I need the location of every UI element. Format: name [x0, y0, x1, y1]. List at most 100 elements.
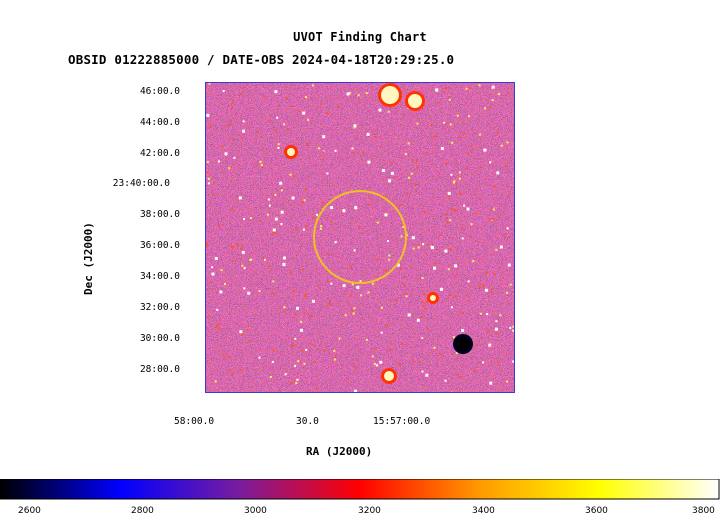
star-dot: [373, 348, 376, 351]
star-dot: [376, 364, 378, 367]
star-dot: [421, 370, 424, 373]
star-dot: [269, 376, 272, 378]
star-dot: [403, 283, 406, 286]
sky-image: [205, 82, 517, 394]
star-dot: [379, 360, 383, 364]
star-dot: [350, 309, 353, 312]
star-dot: [365, 92, 368, 95]
star-dot: [206, 161, 209, 164]
star-dot: [321, 158, 324, 161]
bright-source: [456, 337, 470, 351]
star-dot: [209, 124, 212, 127]
star-dot: [249, 217, 252, 219]
bright-source: [381, 86, 399, 104]
star-dot: [498, 93, 500, 96]
star-dot: [326, 172, 329, 175]
star-dot: [486, 330, 489, 333]
star-dot: [240, 137, 243, 140]
star-dot: [352, 151, 355, 154]
star-dot: [412, 360, 415, 363]
star-dot: [494, 327, 498, 331]
star-dot: [232, 99, 234, 102]
star-dot: [272, 231, 275, 234]
star-dot: [320, 103, 323, 105]
star-dot: [319, 287, 321, 290]
star-dot: [274, 193, 277, 196]
star-dot: [274, 232, 277, 235]
star-dot: [222, 90, 225, 92]
star-dot: [233, 156, 236, 159]
star-dot: [303, 312, 306, 315]
star-dot: [301, 349, 303, 352]
star-dot: [296, 378, 299, 381]
star-dot: [390, 162, 393, 165]
star-dot: [512, 329, 515, 332]
star-dot: [274, 217, 278, 221]
star-dot: [416, 318, 420, 322]
star-dot: [330, 282, 333, 285]
star-dot: [390, 171, 394, 175]
star-dot: [351, 283, 354, 286]
star-dot: [451, 141, 454, 144]
star-dot: [330, 220, 333, 223]
star-dot: [456, 114, 459, 117]
star-dot: [472, 260, 475, 262]
star-dot: [506, 291, 509, 294]
star-dot: [216, 323, 219, 326]
star-dot: [496, 131, 499, 134]
star-dot: [492, 208, 495, 211]
star-field: [205, 82, 517, 394]
star-dot: [483, 148, 487, 152]
star-dot: [258, 356, 261, 359]
star-dot: [445, 213, 448, 216]
star-dot: [224, 152, 228, 156]
star-dot: [454, 276, 457, 279]
star-dot: [276, 116, 279, 119]
star-dot: [296, 306, 299, 310]
star-dot: [410, 172, 413, 175]
star-dot: [496, 171, 500, 175]
colorbar-tick-label: 3800: [692, 506, 715, 516]
star-dot: [349, 294, 352, 297]
star-dot: [260, 163, 263, 166]
star-dot: [444, 379, 447, 382]
star-dot: [427, 329, 430, 332]
bright-source: [430, 295, 436, 301]
star-dot: [473, 370, 476, 372]
star-dot: [450, 208, 453, 211]
star-dot: [452, 336, 455, 339]
star-dot: [305, 96, 308, 99]
star-dot: [211, 272, 215, 276]
star-dot: [449, 248, 452, 250]
star-dot: [342, 284, 346, 288]
star-dot: [284, 373, 287, 376]
star-dot: [249, 339, 252, 342]
chart-title: UVOT Finding Chart: [293, 30, 427, 44]
star-dot: [334, 241, 337, 244]
y-tick-label: 36:00.0: [139, 240, 180, 251]
star-dot: [216, 325, 219, 328]
star-dot: [293, 289, 296, 292]
star-dot: [479, 312, 482, 315]
star-dot: [264, 258, 266, 261]
star-dot: [448, 98, 451, 101]
star-dot: [233, 138, 236, 141]
star-dot: [247, 291, 251, 295]
star-dot: [447, 268, 450, 271]
star-dot: [509, 283, 512, 286]
star-dot: [231, 106, 234, 109]
star-dot: [286, 129, 289, 132]
star-dot: [274, 129, 277, 132]
star-dot: [221, 145, 224, 148]
star-dot: [458, 177, 461, 180]
star-dot: [224, 282, 226, 285]
star-dot: [218, 160, 220, 163]
star-dot: [341, 210, 344, 213]
star-dot: [497, 361, 500, 364]
star-dot: [497, 215, 500, 218]
star-dot: [295, 227, 298, 230]
star-dot: [419, 360, 422, 363]
star-dot: [489, 381, 493, 385]
colorbar-bar: [0, 478, 720, 500]
star-dot: [439, 352, 442, 355]
